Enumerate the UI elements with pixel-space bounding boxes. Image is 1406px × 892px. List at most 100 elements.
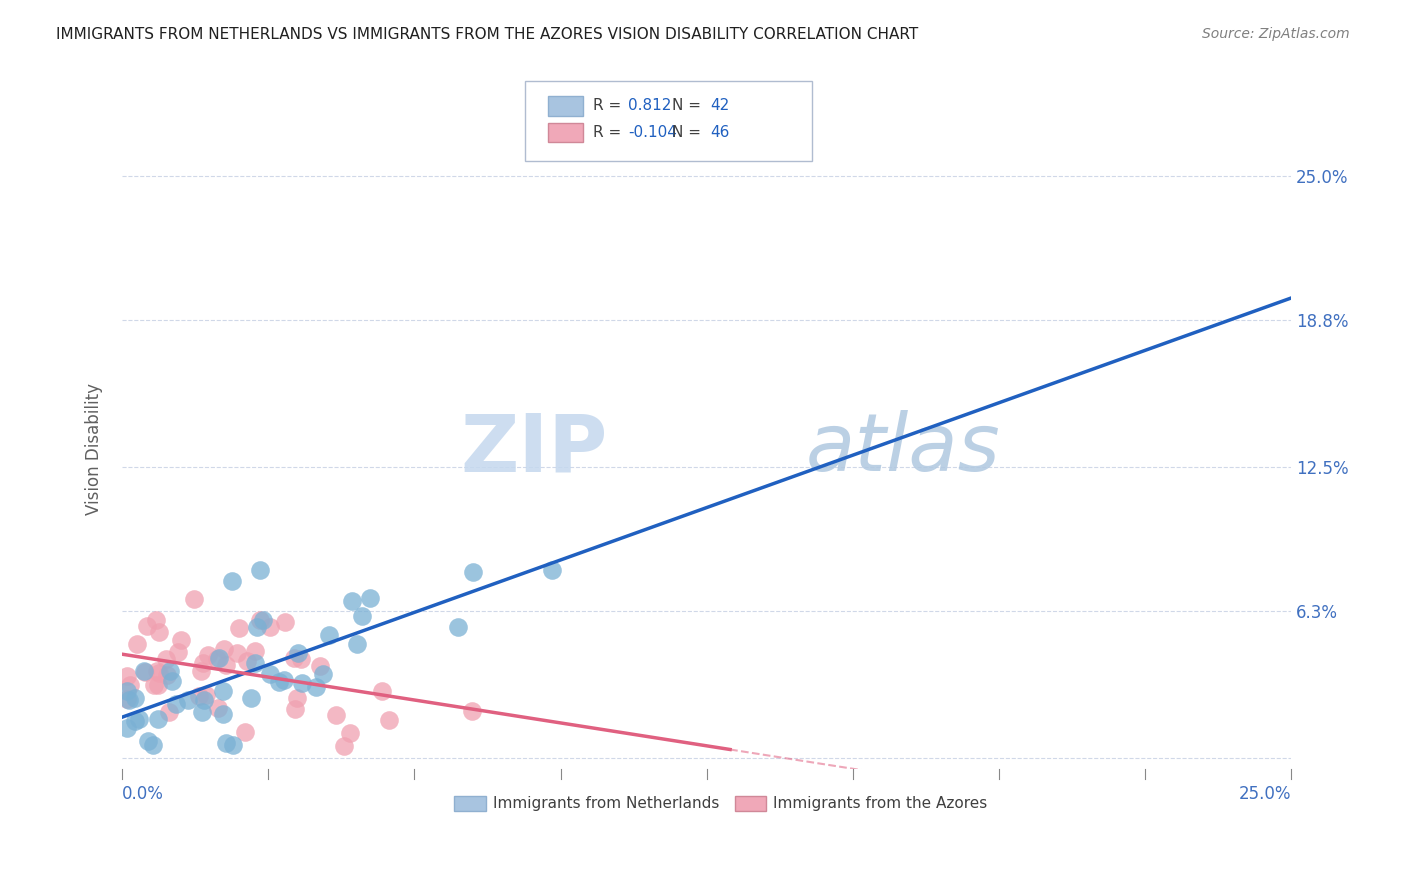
Point xyxy=(311,667,333,681)
Point xyxy=(125,637,148,651)
FancyBboxPatch shape xyxy=(454,797,485,812)
Point xyxy=(146,678,169,692)
Point xyxy=(211,683,233,698)
Point xyxy=(207,700,229,714)
Y-axis label: Vision Disability: Vision Disability xyxy=(86,383,103,515)
Point xyxy=(212,706,235,721)
Point xyxy=(191,657,214,671)
Point xyxy=(128,713,150,727)
Point xyxy=(215,657,238,672)
Point xyxy=(274,615,297,629)
Point xyxy=(165,697,187,711)
FancyBboxPatch shape xyxy=(548,123,582,143)
Text: atlas: atlas xyxy=(806,410,1001,488)
FancyBboxPatch shape xyxy=(735,797,766,812)
Point xyxy=(155,652,177,666)
Point xyxy=(461,704,484,718)
FancyBboxPatch shape xyxy=(526,81,811,161)
Point xyxy=(162,673,184,688)
Point xyxy=(228,622,250,636)
Point xyxy=(222,738,245,752)
Point xyxy=(170,632,193,647)
Point xyxy=(197,648,219,662)
Point xyxy=(208,651,231,665)
Point xyxy=(283,650,305,665)
Point xyxy=(287,646,309,660)
Point xyxy=(194,688,217,702)
Point xyxy=(284,702,307,716)
Point xyxy=(377,714,399,728)
Point xyxy=(252,613,274,627)
Text: Source: ZipAtlas.com: Source: ZipAtlas.com xyxy=(1202,27,1350,41)
Point xyxy=(305,680,328,694)
Point xyxy=(226,646,249,660)
Point xyxy=(246,620,269,634)
Point xyxy=(212,641,235,656)
Text: R =: R = xyxy=(593,98,627,112)
Point xyxy=(159,664,181,678)
Text: 46: 46 xyxy=(710,125,730,140)
Point xyxy=(146,712,169,726)
Point xyxy=(340,594,363,608)
Point xyxy=(233,725,256,739)
Point xyxy=(148,665,170,680)
Point xyxy=(240,691,263,706)
Point xyxy=(269,675,291,690)
Point xyxy=(124,691,146,706)
Point xyxy=(447,620,470,634)
Point xyxy=(146,664,169,678)
Point xyxy=(115,691,138,706)
Text: R =: R = xyxy=(593,125,627,140)
Point xyxy=(325,707,347,722)
Point xyxy=(190,664,212,678)
Point xyxy=(124,714,146,728)
Point xyxy=(352,608,374,623)
Point xyxy=(346,637,368,651)
Point xyxy=(187,689,209,703)
Point xyxy=(136,618,159,632)
Point xyxy=(371,683,394,698)
Point xyxy=(273,673,295,687)
Point xyxy=(285,691,308,706)
Point xyxy=(318,628,340,642)
Point xyxy=(166,645,188,659)
Text: ZIP: ZIP xyxy=(460,410,607,488)
Text: -0.104: -0.104 xyxy=(628,125,678,140)
Point xyxy=(156,668,179,682)
Text: Immigrants from Netherlands: Immigrants from Netherlands xyxy=(492,796,718,811)
Text: N =: N = xyxy=(672,98,706,112)
Text: 0.812: 0.812 xyxy=(628,98,672,112)
Point xyxy=(243,644,266,658)
Point xyxy=(142,739,165,753)
Point xyxy=(214,736,236,750)
Text: N =: N = xyxy=(672,125,706,140)
Point xyxy=(120,678,142,692)
Point xyxy=(243,656,266,670)
Point xyxy=(115,683,138,698)
Point xyxy=(249,613,271,627)
Point xyxy=(157,706,180,720)
Text: IMMIGRANTS FROM NETHERLANDS VS IMMIGRANTS FROM THE AZORES VISION DISABILITY CORR: IMMIGRANTS FROM NETHERLANDS VS IMMIGRANT… xyxy=(56,27,918,42)
Point xyxy=(145,613,167,627)
Point xyxy=(132,664,155,678)
Point xyxy=(115,669,138,683)
Point xyxy=(249,563,271,577)
Point xyxy=(193,693,215,707)
Text: 0.0%: 0.0% xyxy=(122,785,165,803)
Point xyxy=(191,705,214,719)
Point xyxy=(221,574,243,589)
Point xyxy=(183,591,205,606)
Point xyxy=(115,722,138,736)
Point xyxy=(176,693,198,707)
Text: Immigrants from the Azores: Immigrants from the Azores xyxy=(773,796,987,811)
Point xyxy=(290,652,312,666)
Point xyxy=(134,665,156,679)
Point xyxy=(259,620,281,634)
FancyBboxPatch shape xyxy=(548,96,582,115)
Point xyxy=(339,726,361,740)
Point xyxy=(290,676,312,690)
Point xyxy=(333,739,356,753)
Point xyxy=(259,666,281,681)
Point xyxy=(136,734,159,748)
Point xyxy=(118,693,141,707)
